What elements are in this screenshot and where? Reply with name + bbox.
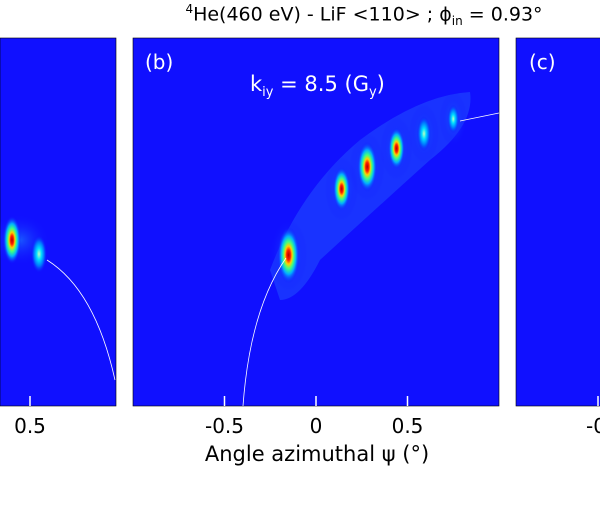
- panel-c-label: (c): [529, 50, 556, 74]
- diffraction-peak-6: [447, 104, 460, 134]
- annotation-k: k: [250, 72, 263, 96]
- panel-b-peaks: [269, 91, 471, 300]
- x-tick-label: -0.5: [204, 414, 245, 438]
- panel-a-trajectory-line: [46, 259, 116, 381]
- title-angle-value: = 0.93°: [462, 3, 543, 26]
- diffraction-peak-3: [357, 142, 378, 192]
- diffraction-peak-2: [333, 167, 351, 211]
- diffraction-peak-5: [416, 116, 432, 152]
- panel-c-tick-label: -0: [586, 414, 600, 438]
- panel-a-spots: [0, 214, 116, 406]
- panel-a-peak-1: [3, 216, 21, 264]
- x-axis-label: Angle azimuthal ψ (°): [204, 442, 430, 466]
- diffraction-peak-4: [388, 127, 405, 170]
- annotation-g-subscript: y: [368, 85, 377, 101]
- x-tick-label: 0.5: [391, 414, 424, 438]
- annotation-close: ): [376, 72, 385, 96]
- annotation-k-subscript: iy: [262, 85, 274, 101]
- panel-a-peak-2: [31, 235, 47, 273]
- panel-b-trajectory-line: [242, 257, 287, 407]
- title-phi-symbol: ϕ: [439, 3, 452, 26]
- title-isotope-superscript: 4: [185, 2, 194, 16]
- panel-b-label: (b): [145, 50, 174, 74]
- panel-b-upper-line: [459, 112, 500, 122]
- panel-b-annotation: kiy = 8.5 (Gy): [250, 72, 385, 100]
- diffraction-peak-1: [277, 227, 300, 284]
- panel-b-ticks: [223, 396, 409, 406]
- panel-c-background: [515, 37, 600, 407]
- title-main: He(460 eV) - LiF <110> ;: [193, 3, 440, 26]
- x-tick-label: 0: [309, 414, 323, 438]
- title-phi-subscript: in: [451, 14, 463, 29]
- figure-title: 4He(460 eV) - LiF <110> ; ϕin = 0.93°: [0, 2, 600, 28]
- panel-a-tick-label: 0.5: [14, 414, 46, 438]
- annotation-value: = 8.5 (G: [273, 72, 369, 96]
